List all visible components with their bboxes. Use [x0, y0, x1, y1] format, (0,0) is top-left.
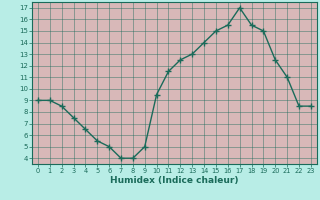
X-axis label: Humidex (Indice chaleur): Humidex (Indice chaleur)	[110, 176, 239, 185]
